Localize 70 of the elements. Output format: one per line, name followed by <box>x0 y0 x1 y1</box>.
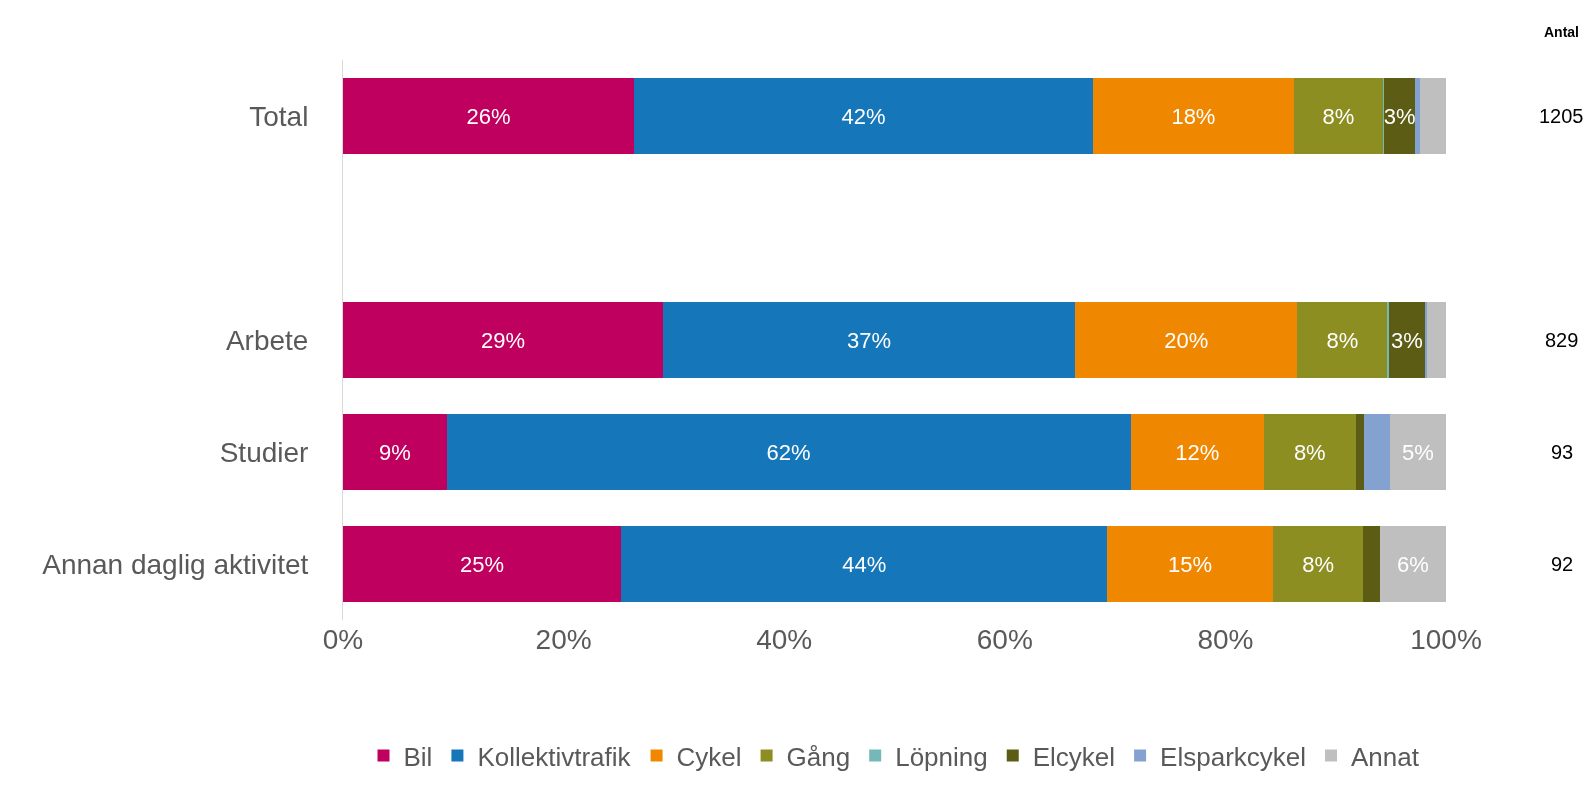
bar <box>343 302 663 378</box>
data-label: 44% <box>842 551 887 577</box>
bar <box>1425 302 1428 378</box>
text: 93 <box>1551 441 1574 463</box>
bar <box>1379 526 1446 602</box>
data-label: 8% <box>1322 103 1355 129</box>
legend-label: Bil <box>403 741 433 772</box>
legend-label: Kollektivtrafik <box>477 741 632 772</box>
bar <box>1107 526 1273 602</box>
bar <box>662 302 1076 378</box>
bar <box>1075 302 1298 378</box>
bar <box>446 414 1131 490</box>
x-tick-label: 60% <box>976 624 1033 655</box>
x-tick-label: 20% <box>535 624 592 655</box>
text: 829 <box>1545 329 1579 351</box>
legend-label: Elcykel <box>1032 741 1116 772</box>
text: 92 <box>1551 553 1574 575</box>
legend-label: Löpning <box>895 741 988 772</box>
bar <box>343 414 447 490</box>
text: 1205 <box>1539 105 1584 127</box>
data-label: 3% <box>1383 103 1416 129</box>
bar <box>1293 78 1384 154</box>
data-label: 9% <box>378 439 411 465</box>
bar <box>1364 414 1390 490</box>
data-label: 25% <box>459 551 504 577</box>
bar <box>1415 78 1420 154</box>
data-label: 29% <box>480 327 525 353</box>
bar <box>1272 526 1364 602</box>
data-label: 18% <box>1171 103 1216 129</box>
bar <box>1297 302 1388 378</box>
x-tick-label: 100% <box>1410 624 1482 655</box>
bar <box>634 78 1094 154</box>
x-tick-label: 40% <box>756 624 813 655</box>
y-tick-label: Annan daglig aktivitet <box>42 548 309 580</box>
data-label: 37% <box>847 327 892 353</box>
data-label: 12% <box>1175 439 1220 465</box>
text: Antal <box>1544 24 1579 40</box>
bar <box>1389 414 1446 490</box>
y-tick-label: Studier <box>219 436 309 468</box>
bar <box>1427 302 1446 378</box>
data-label: 42% <box>841 103 886 129</box>
data-label: 3% <box>1390 327 1423 353</box>
legend-label: Elsparkcykel <box>1160 741 1307 772</box>
bar <box>343 526 621 602</box>
bar <box>1363 526 1380 602</box>
data-label: 8% <box>1326 327 1359 353</box>
bar <box>1093 78 1294 154</box>
data-label: 20% <box>1164 327 1209 353</box>
bar <box>1264 414 1356 490</box>
data-label: 62% <box>766 439 811 465</box>
x-tick-label: 0% <box>322 624 364 655</box>
bar <box>1355 414 1365 490</box>
bar <box>1130 414 1265 490</box>
data-label: 5% <box>1401 439 1434 465</box>
y-tick-label: Total <box>249 100 309 132</box>
bar <box>1419 78 1446 154</box>
legend-label: Annat <box>1351 741 1420 772</box>
data-label: 6% <box>1397 551 1429 577</box>
legend-label: Cykel <box>676 741 742 772</box>
y-tick-label: Arbete <box>225 324 309 356</box>
data-label: 8% <box>1302 551 1334 577</box>
bar <box>1384 78 1416 154</box>
data-label: 8% <box>1293 439 1326 465</box>
data-label: 26% <box>466 103 511 129</box>
data-label: 15% <box>1168 551 1213 577</box>
x-tick-label: 80% <box>1197 624 1254 655</box>
bar <box>1388 302 1426 378</box>
legend-label: Gång <box>786 741 851 772</box>
bar <box>343 78 635 154</box>
bar <box>620 526 1108 602</box>
